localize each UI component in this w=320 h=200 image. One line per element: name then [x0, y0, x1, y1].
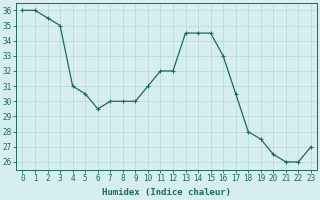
- X-axis label: Humidex (Indice chaleur): Humidex (Indice chaleur): [102, 188, 231, 197]
